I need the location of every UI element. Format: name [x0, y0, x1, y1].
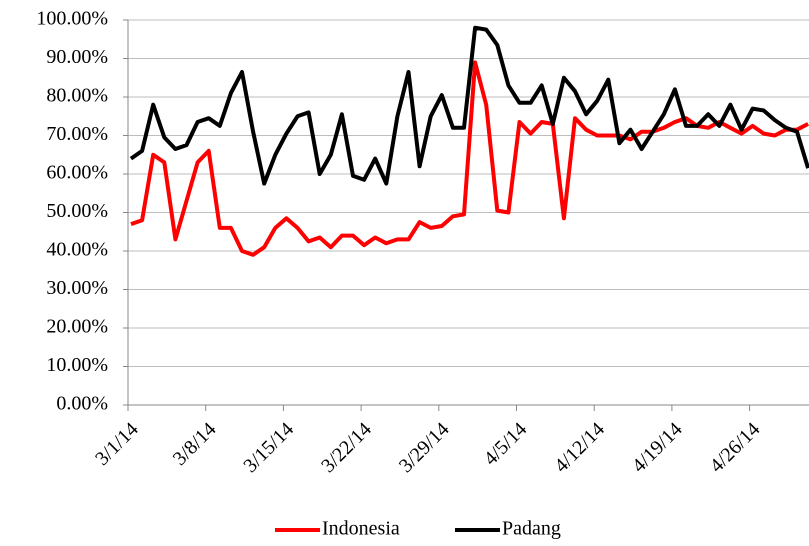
y-tick-label: 0.00% [56, 393, 108, 415]
series-line [129, 25, 809, 186]
x-tick-label: 3/15/14 [239, 418, 298, 477]
x-tick-label: 3/22/14 [317, 418, 376, 477]
x-tick-label: 3/8/14 [169, 418, 221, 470]
y-tick-label: 20.00% [46, 316, 108, 338]
x-tick-label: 4/5/14 [480, 418, 532, 470]
y-tick-label: 60.00% [46, 162, 108, 184]
x-tick-label: 4/19/14 [628, 418, 687, 477]
legend-label: Indonesia [322, 518, 400, 540]
legend-label: Padang [502, 518, 561, 540]
x-tick-label: 3/1/14 [91, 418, 143, 470]
x-tick-label: 4/12/14 [550, 418, 609, 477]
x-tick-label: 3/29/14 [395, 418, 454, 477]
y-tick-label: 70.00% [46, 123, 108, 145]
y-tick-label: 80.00% [46, 85, 108, 107]
y-tick-label: 50.00% [46, 200, 108, 222]
y-tick-label: 100.00% [36, 8, 108, 30]
y-tick-label: 90.00% [46, 46, 108, 68]
y-tick-label: 40.00% [46, 239, 108, 261]
y-tick-label: 10.00% [46, 354, 108, 376]
x-tick-label: 4/26/14 [706, 418, 765, 477]
y-tick-label: 30.00% [46, 277, 108, 299]
